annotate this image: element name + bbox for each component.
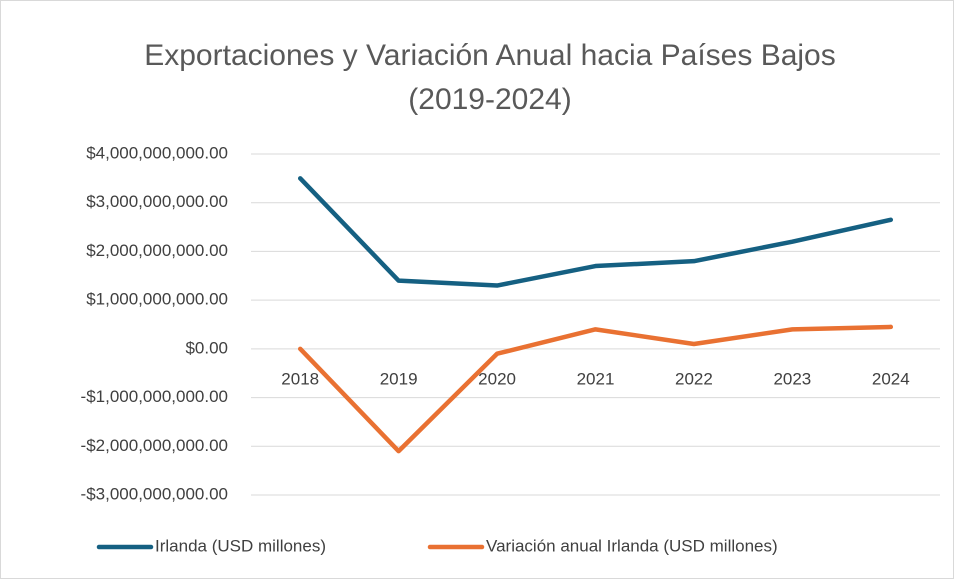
x-tick-label: 2018 (281, 369, 319, 388)
y-tick-label: -$2,000,000,000.00 (81, 436, 228, 455)
x-tick-label: 2023 (773, 369, 811, 388)
y-tick-label: $3,000,000,000.00 (86, 192, 228, 211)
y-tick-label: -$3,000,000,000.00 (81, 484, 228, 503)
y-tick-label: $1,000,000,000.00 (86, 290, 228, 309)
x-tick-label: 2021 (577, 369, 615, 388)
x-tick-label: 2019 (380, 369, 418, 388)
y-tick-label: $2,000,000,000.00 (86, 241, 228, 260)
y-tick-label: $4,000,000,000.00 (86, 143, 228, 162)
legend-label: Irlanda (USD millones) (155, 536, 326, 555)
y-tick-label: -$1,000,000,000.00 (81, 387, 228, 406)
legend-label: Variación anual Irlanda (USD millones) (486, 536, 778, 555)
line-series (297, 324, 894, 454)
x-tick-label: 2022 (675, 369, 713, 388)
x-tick-label: 2024 (872, 369, 910, 388)
chart-title: Exportaciones y Variación Anual hacia Pa… (144, 39, 836, 116)
y-tick-label: $0.00 (185, 338, 228, 357)
x-tick-label: 2020 (478, 369, 516, 388)
line-series (297, 176, 894, 288)
